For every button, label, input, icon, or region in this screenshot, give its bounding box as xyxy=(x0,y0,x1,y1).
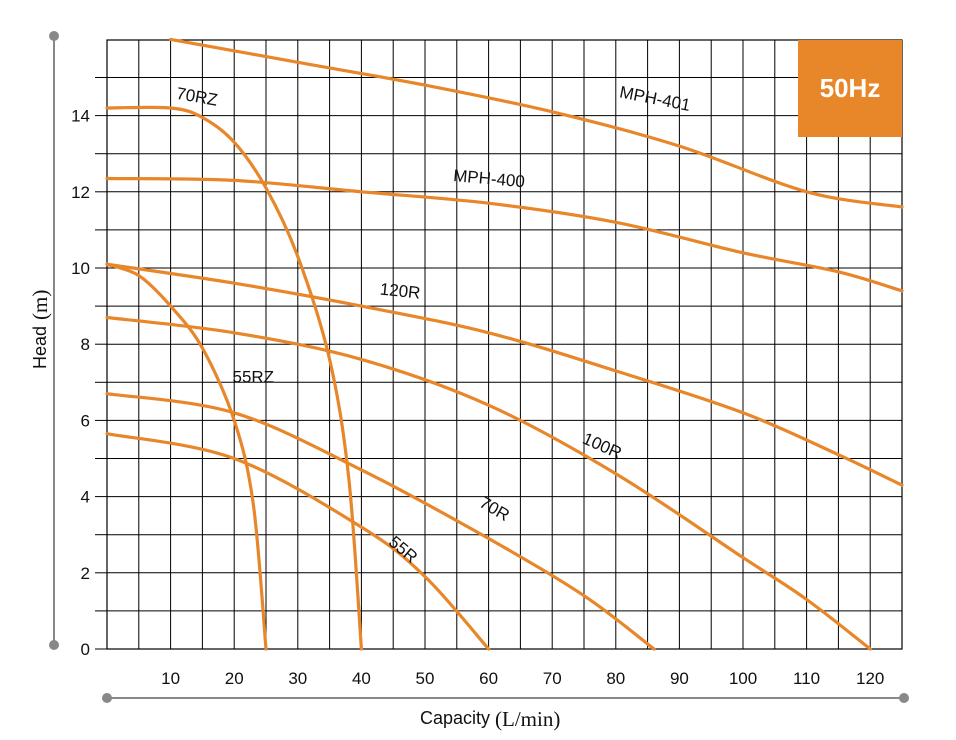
badge-label: 50Hz xyxy=(820,73,881,103)
y-tick-label: 8 xyxy=(81,335,90,354)
x-axis-dot-right xyxy=(899,693,909,703)
curve-label-120r: 120R xyxy=(379,280,421,303)
x-tick-label: 110 xyxy=(793,669,820,688)
curve-label-55rz: 55RZ xyxy=(232,367,274,386)
x-axis-unit: (L/min) xyxy=(495,707,560,731)
curve-70r xyxy=(105,392,656,651)
y-tick-label: 12 xyxy=(71,183,90,202)
x-tick-label: 90 xyxy=(670,669,689,688)
x-tick-label: 80 xyxy=(606,669,625,688)
y-axis-title: Head (m) xyxy=(28,290,52,369)
curve-mph-400 xyxy=(105,176,904,293)
x-tick-label: 50 xyxy=(416,669,435,688)
y-axis-ticks: 0 2 4 6 8 10 12 14 xyxy=(71,107,90,659)
curve-70rz xyxy=(105,105,363,651)
y-tick-label: 14 xyxy=(71,107,90,126)
x-tick-label: 100 xyxy=(729,669,757,688)
y-tick-label: 6 xyxy=(81,411,90,430)
chart-grid xyxy=(95,39,903,650)
curve-55r xyxy=(105,432,491,651)
x-tick-label: 70 xyxy=(543,669,562,688)
curve-120r xyxy=(105,262,904,487)
badge-background xyxy=(798,40,902,137)
y-tick-label: 4 xyxy=(81,488,90,507)
curve-100r xyxy=(105,315,872,651)
y-axis-label: Head xyxy=(30,326,50,369)
y-tick-label: 0 xyxy=(81,640,90,659)
x-tick-label: 20 xyxy=(225,669,244,688)
curve-55rz xyxy=(105,262,268,651)
x-axis-dot-left xyxy=(102,693,112,703)
y-axis-dot-top xyxy=(49,31,59,41)
curve-label-70rz: 70RZ xyxy=(175,84,219,110)
x-axis-label: Capacity xyxy=(420,708,490,728)
x-axis-ticks: 10 20 30 40 50 60 70 80 90 100 110 120 xyxy=(161,669,884,688)
y-axis-dot-bottom xyxy=(49,640,59,650)
x-tick-label: 10 xyxy=(161,669,180,688)
curve-label-mph-400: MPH-400 xyxy=(452,166,525,191)
x-tick-label: 60 xyxy=(479,669,498,688)
curve-label-55r: 55R xyxy=(385,532,421,567)
x-tick-label: 30 xyxy=(288,669,307,688)
curve-label-mph-401: MPH-401 xyxy=(618,83,692,115)
x-axis-title: Capacity (L/min) xyxy=(420,707,560,731)
y-tick-label: 2 xyxy=(81,564,90,583)
x-tick-label: 40 xyxy=(352,669,371,688)
curve-mph-401 xyxy=(169,37,904,209)
frequency-badge: 50Hz xyxy=(798,40,902,137)
axis-lines xyxy=(49,31,909,703)
y-tick-label: 10 xyxy=(71,259,90,278)
y-axis-unit: (m) xyxy=(28,290,52,320)
performance-curves xyxy=(105,37,904,651)
x-tick-label: 120 xyxy=(856,669,884,688)
curve-label-70r: 70R xyxy=(476,493,513,525)
